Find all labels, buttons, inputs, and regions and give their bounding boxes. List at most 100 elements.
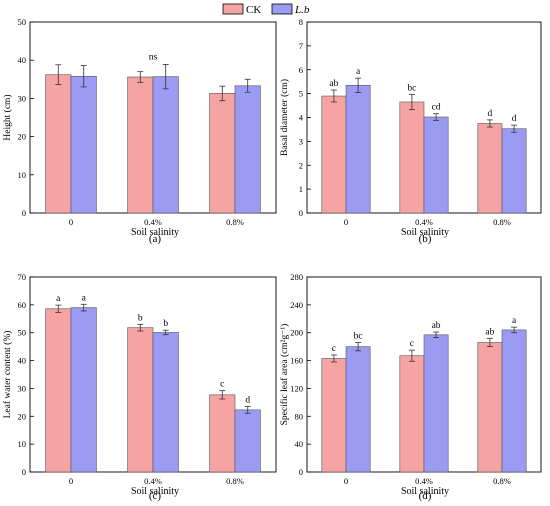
y-tick-label: 20: [18, 132, 27, 142]
y-tick-label: 10: [18, 439, 27, 449]
x-axis-label: Soil salinity: [401, 227, 449, 238]
bar: [209, 93, 236, 214]
panel-d: 0 40 80 120 160 200 240 280 Specific leaf area (…: [279, 272, 542, 502]
bar: [501, 128, 527, 214]
significance-label: ab: [432, 321, 441, 331]
y-tick-label: 80: [295, 411, 304, 421]
y-tick-label: 0: [22, 467, 26, 477]
bar: [345, 346, 371, 473]
y-tick-label: 0: [22, 208, 26, 218]
y-tick-label: 30: [18, 93, 27, 103]
y-tick-label: 280: [290, 272, 303, 282]
panel-a: 0 10 20 30 40 50 Height (cm) 0 0.4% ns 0.8% Soil sa…: [2, 17, 277, 245]
significance-label: b: [163, 319, 168, 329]
legend-swatch-ck: [222, 3, 244, 15]
y-axis-label: Specific leaf area (cm²g⁻¹): [279, 324, 290, 426]
y-tick-label: 10: [18, 170, 27, 180]
significance-label: ab: [485, 327, 494, 337]
y-tick-label: 40: [18, 356, 27, 366]
significance-label: bc: [407, 83, 416, 93]
y-axis-label: Basal diameter (cm): [279, 79, 290, 156]
legend-label-ck: CK: [246, 4, 261, 16]
y-tick-label: 50: [18, 328, 27, 338]
significance-label: c: [220, 380, 224, 390]
y-tick-label: 200: [290, 328, 303, 338]
panel-label: (d): [419, 490, 432, 502]
y-tick-label: 8: [299, 17, 303, 27]
y-tick-label: 120: [290, 383, 303, 393]
significance-label: a: [512, 316, 517, 326]
bar: [399, 355, 425, 473]
y-tick-label: 40: [295, 439, 304, 449]
significance-label: bc: [354, 331, 363, 341]
y-tick-label: 6: [299, 65, 303, 75]
x-axis-label: Soil salinity: [131, 486, 179, 497]
y-tick-label: 160: [290, 356, 303, 366]
y-tick-label: 0: [299, 467, 303, 477]
x-tick-label: 0.4%: [415, 217, 433, 227]
bar: [45, 308, 72, 473]
bar: [423, 334, 449, 473]
significance-label: cd: [432, 103, 441, 113]
bar: [209, 394, 236, 473]
y-tick-label: 40: [18, 55, 27, 65]
y-tick-label: 70: [18, 272, 27, 282]
bar: [234, 409, 261, 473]
y-tick-label: 30: [18, 383, 27, 393]
x-tick-label: 0.8%: [493, 476, 511, 486]
x-tick-label: 0: [69, 476, 73, 486]
panel-label: (b): [419, 233, 432, 245]
panel-c: 0 10 20 30 40 50 60 70 Leaf water content (%) 0 a a…: [2, 272, 277, 502]
panel-label: (a): [149, 233, 162, 245]
x-tick-label: 0.8%: [493, 217, 511, 227]
bar: [152, 332, 179, 473]
y-axis-label: Leaf water content (%): [2, 331, 13, 419]
significance-label: a: [356, 67, 361, 77]
significance-label: d: [245, 396, 250, 406]
legend-swatch-lb: [271, 3, 293, 15]
x-tick-label: 0.4%: [144, 217, 162, 227]
bar: [70, 75, 97, 214]
bar: [152, 76, 179, 214]
bar: [70, 307, 97, 473]
significance-label: c: [410, 339, 414, 349]
significance-label: ns: [149, 52, 158, 62]
y-tick-label: 50: [18, 17, 27, 27]
bar: [477, 342, 503, 473]
x-tick-label: 0.4%: [415, 476, 433, 486]
y-tick-label: 0: [299, 208, 303, 218]
bar: [127, 76, 154, 214]
y-tick-label: 7: [299, 41, 303, 51]
bar: [399, 101, 425, 214]
x-tick-label: 0: [344, 476, 348, 486]
significance-label: d: [488, 109, 493, 119]
bar: [45, 74, 72, 214]
y-tick-label: 2: [299, 160, 303, 170]
significance-label: ab: [329, 79, 338, 89]
x-tick-label: 0.4%: [144, 476, 162, 486]
legend-label-lb: L.b: [294, 4, 310, 16]
legend: CK L.b: [222, 3, 310, 16]
bar: [127, 327, 154, 473]
bar: [321, 358, 347, 473]
bar: [477, 123, 503, 214]
x-axis-label: Soil salinity: [401, 486, 449, 497]
significance-label: b: [138, 313, 143, 323]
significance-label: a: [82, 293, 87, 303]
y-tick-label: 3: [299, 136, 303, 146]
y-tick-label: 240: [290, 300, 303, 310]
bar: [501, 329, 527, 473]
y-tick-label: 1: [299, 184, 303, 194]
x-tick-label: 0.8%: [226, 476, 244, 486]
bar: [345, 84, 371, 214]
panel-b: 0 1 2 3 4 5 6 7 8 Basal diameter (cm) 0 ab a 0.4% bc cd…: [279, 17, 542, 245]
x-axis-label: Soil salinity: [131, 227, 179, 238]
bar: [321, 95, 347, 214]
bar: [423, 116, 449, 214]
y-tick-label: 20: [18, 411, 27, 421]
significance-label: a: [56, 294, 61, 304]
panel-label: (c): [149, 490, 162, 502]
bar: [234, 85, 261, 214]
y-tick-label: 5: [299, 89, 303, 99]
